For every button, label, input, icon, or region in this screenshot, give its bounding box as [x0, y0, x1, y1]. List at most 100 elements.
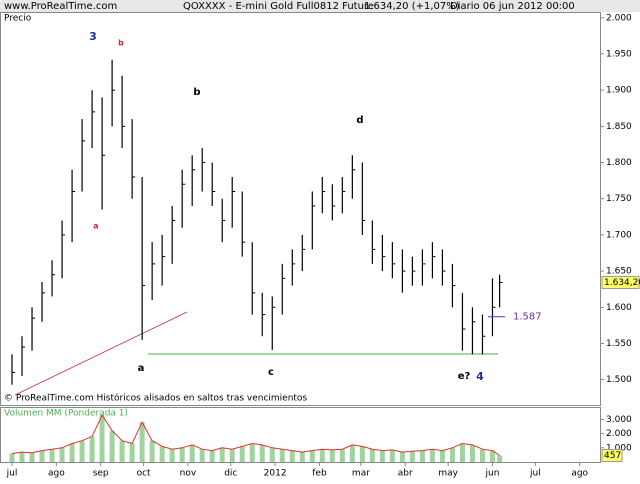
panel-label: Precio	[4, 14, 32, 24]
volume-bar	[359, 446, 365, 462]
y-tick-label: 1.000	[606, 443, 632, 453]
x-tick-label: jun	[485, 469, 500, 479]
volume-bar	[179, 447, 185, 462]
instrument: QOXXXX - E-mini Gold Full0812 Future	[183, 1, 374, 12]
x-tick-label: nov	[180, 469, 197, 479]
volume-bar	[339, 449, 345, 462]
volume-bar	[219, 447, 225, 462]
volume-bar	[29, 452, 35, 462]
x-tick-label: oct	[137, 469, 151, 479]
y-tick-label: 1.800	[606, 158, 632, 168]
volume-bar	[9, 453, 15, 462]
level-label: 1.587	[513, 312, 542, 323]
volume-bar	[19, 452, 25, 462]
header-bar	[0, 0, 640, 12]
volume-bar	[129, 443, 135, 462]
volume-bar	[199, 449, 205, 462]
period: Diario 06 jun 2012 00:00	[450, 1, 575, 12]
volume-average	[11, 414, 500, 456]
volume-bar	[89, 436, 95, 462]
volume-bar	[419, 450, 425, 462]
volume-bar	[79, 440, 85, 462]
volume-bar	[69, 443, 75, 462]
x-tick-label: ago	[571, 469, 588, 479]
volume-bar	[289, 450, 295, 462]
wave-label: c	[268, 367, 274, 378]
volume-bar	[369, 449, 375, 462]
y-tick-label: 2.000	[606, 13, 632, 23]
volume-bar	[239, 446, 245, 462]
y-tick-label: 1.900	[606, 86, 632, 96]
volume-bar	[439, 450, 445, 462]
last-price-label: 1.634,20	[604, 278, 640, 288]
volume-bar	[39, 450, 45, 462]
volume-bar	[429, 449, 435, 462]
volume-bar	[469, 444, 475, 462]
volume-bar	[229, 449, 235, 462]
wave-label: 3	[89, 30, 97, 43]
y-tick-label: 1.850	[606, 122, 632, 132]
x-tick-label: mar	[352, 469, 370, 479]
volume-label: Volumen MM (Ponderada 1)	[4, 409, 128, 419]
y-tick-label: 1.550	[606, 339, 632, 349]
volume-bar	[319, 449, 325, 462]
y-tick-label: 1.650	[606, 267, 632, 277]
volume-bar	[479, 449, 485, 462]
y-tick-label: 3.000	[606, 415, 632, 425]
y-tick-label: 1.700	[606, 230, 632, 240]
x-tick-label: sep	[93, 469, 109, 479]
volume-bar	[119, 440, 125, 462]
y-tick-label: 1.600	[606, 303, 632, 313]
volume-bar	[399, 452, 405, 462]
volume-bar	[409, 451, 415, 462]
volume-bar	[259, 444, 265, 462]
site: www.ProRealTime.com	[4, 1, 117, 12]
x-tick-label: jul	[6, 469, 18, 479]
last-volume-box	[601, 449, 623, 463]
volume-bar	[59, 447, 65, 462]
y-tick-label: 1.950	[606, 49, 632, 59]
x-tick-label: feb	[312, 469, 327, 479]
volume-bar	[309, 450, 315, 462]
wave-label: e?	[458, 371, 471, 382]
trend-line	[14, 311, 188, 396]
y-tick-label: 1.750	[606, 194, 632, 204]
footnote: © ProRealTime.com Históricos alisados en…	[4, 393, 307, 404]
volume-bar	[249, 443, 255, 462]
volume-bar	[169, 449, 175, 462]
volume-bar	[99, 415, 105, 462]
wave-label: a	[138, 363, 145, 374]
volume-bar	[159, 446, 165, 462]
volume-bar	[459, 443, 465, 462]
wave-label: b	[193, 87, 200, 98]
x-tick-label: may	[438, 469, 458, 479]
last-volume-label: 457	[604, 451, 621, 461]
volume-bar	[149, 440, 155, 462]
volume-bar	[189, 444, 195, 462]
volume-bar	[349, 444, 355, 462]
y-tick-label: 1.500	[606, 375, 632, 385]
volume-bar	[449, 447, 455, 462]
volume-bar	[497, 455, 503, 462]
price-panel	[0, 12, 601, 406]
volume-bar	[279, 449, 285, 462]
x-tick-label: ago	[48, 469, 65, 479]
x-tick-label: 2012	[264, 469, 287, 479]
volume-bar	[489, 450, 495, 462]
last-price-box	[601, 276, 640, 290]
x-tick-label: jul	[529, 469, 541, 479]
volume-bar	[379, 450, 385, 462]
y-tick-label: 2.000	[606, 429, 632, 439]
volume-bar	[109, 430, 115, 462]
wave-label: 4	[476, 370, 484, 383]
x-tick-label: abr	[398, 469, 413, 479]
volume-bar	[329, 449, 335, 462]
volume-bar	[139, 422, 145, 462]
x-tick-label: dic	[224, 469, 237, 479]
volume-bar	[49, 449, 55, 462]
volume-bar	[269, 447, 275, 462]
wave-label: d	[356, 115, 363, 126]
volume-bar	[389, 449, 395, 462]
wave-label: b	[118, 39, 124, 48]
